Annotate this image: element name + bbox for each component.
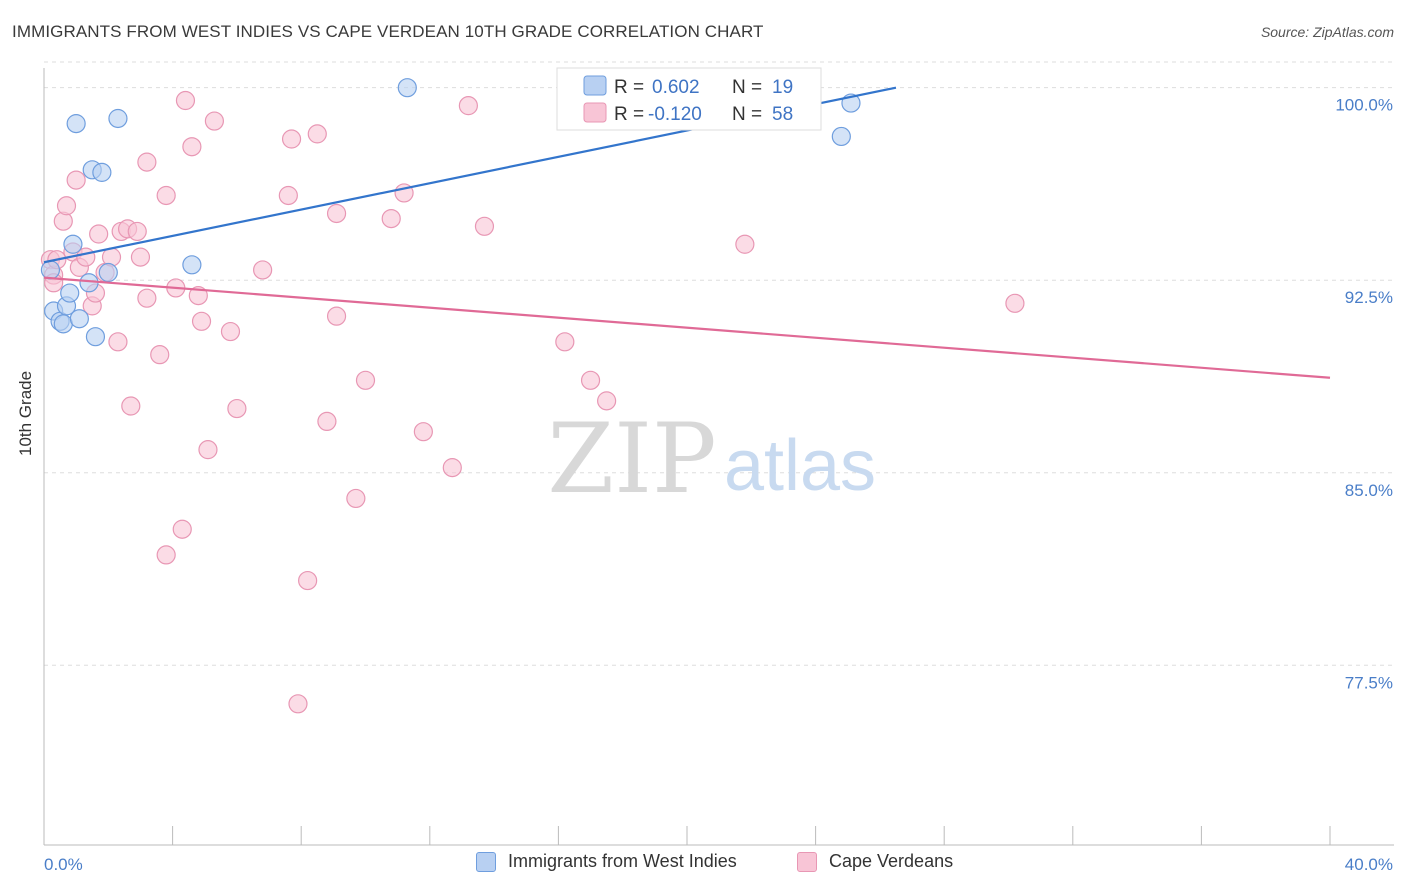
point-cape-verdeans-21 bbox=[137, 152, 157, 172]
point-cape-verdeans-4 bbox=[56, 196, 77, 216]
point-cape-verdeans-14 bbox=[108, 332, 128, 352]
point-west-indies-4 bbox=[60, 283, 80, 303]
stats-legend: R = 0.602 N = 19 R = -0.120 N = 58 bbox=[556, 67, 822, 131]
tick-labels: 77.5% 85.0% 92.5% 100.0% 0.0% 40.0% bbox=[44, 96, 1393, 874]
point-cape-verdeans-27 bbox=[182, 137, 202, 157]
legend-r-label-0: R = bbox=[614, 77, 644, 98]
point-west-indies-2 bbox=[53, 314, 73, 334]
trend-line-cape-verdeans bbox=[43, 276, 1331, 379]
legend-n-label-1: N = bbox=[732, 104, 762, 125]
axes bbox=[43, 68, 1394, 846]
point-cape-verdeans-38 bbox=[298, 570, 318, 591]
bottom-legend: Immigrants from West Indies Cape Verdean… bbox=[0, 851, 1406, 879]
point-cape-verdeans-33 bbox=[227, 398, 247, 419]
point-cape-verdeans-52 bbox=[580, 370, 601, 390]
legend-label-cape-verdeans: Cape Verdeans bbox=[829, 851, 954, 871]
legend-r-value-0: 0.602 bbox=[652, 77, 700, 98]
point-cape-verdeans-45 bbox=[381, 209, 401, 229]
point-cape-verdeans-32 bbox=[220, 321, 241, 342]
source-label: Source: ZipAtlas.com bbox=[1260, 24, 1394, 40]
point-cape-verdeans-53 bbox=[597, 391, 617, 411]
point-west-indies-7 bbox=[69, 309, 89, 329]
x-tick-label-0: 0.0% bbox=[44, 855, 83, 874]
point-cape-verdeans-35 bbox=[278, 185, 298, 206]
point-cape-verdeans-56 bbox=[156, 545, 176, 565]
point-west-indies-12 bbox=[98, 262, 118, 283]
point-west-indies-13 bbox=[108, 108, 128, 129]
point-cape-verdeans-20 bbox=[137, 288, 157, 308]
point-cape-verdeans-30 bbox=[198, 440, 218, 460]
watermark-atlas: atlas bbox=[724, 426, 876, 506]
watermark-zip: ZIP bbox=[547, 403, 716, 515]
legend-swatch-cape-verdeans bbox=[583, 102, 607, 123]
point-west-indies-6 bbox=[66, 114, 86, 134]
point-cape-verdeans-23 bbox=[156, 185, 176, 206]
point-cape-verdeans-39 bbox=[307, 124, 327, 144]
point-cape-verdeans-18 bbox=[127, 221, 147, 242]
point-west-indies-5 bbox=[63, 234, 83, 254]
point-cape-verdeans-54 bbox=[735, 234, 755, 254]
point-cape-verdeans-48 bbox=[442, 458, 462, 478]
point-west-indies-14 bbox=[182, 255, 202, 275]
point-cape-verdeans-47 bbox=[413, 422, 433, 442]
point-cape-verdeans-34 bbox=[253, 260, 273, 280]
point-cape-verdeans-44 bbox=[355, 370, 376, 390]
point-cape-verdeans-19 bbox=[130, 247, 151, 267]
point-cape-verdeans-37 bbox=[288, 694, 308, 714]
data-points bbox=[40, 78, 1025, 714]
watermark: ZIP atlas bbox=[547, 403, 876, 515]
legend-r-value-1: -0.120 bbox=[648, 104, 702, 125]
legend-item-west-indies[interactable]: Immigrants from West Indies bbox=[476, 851, 737, 872]
y-axis-label: 10th Grade bbox=[16, 370, 35, 456]
point-west-indies-8 bbox=[79, 273, 99, 293]
y-tick-label-2: 92.5% bbox=[1345, 288, 1393, 307]
point-cape-verdeans-41 bbox=[326, 203, 347, 224]
legend-swatch-west-indies bbox=[583, 75, 607, 96]
x-tick-label-1: 40.0% bbox=[1345, 855, 1393, 874]
point-cape-verdeans-6 bbox=[66, 170, 86, 190]
legend-item-cape-verdeans[interactable]: Cape Verdeans bbox=[797, 851, 953, 872]
point-cape-verdeans-51 bbox=[555, 332, 575, 352]
y-tick-label-3: 100.0% bbox=[1335, 96, 1393, 115]
point-cape-verdeans-22 bbox=[150, 345, 170, 365]
legend-n-value-0: 19 bbox=[772, 77, 793, 98]
point-west-indies-15 bbox=[397, 78, 417, 98]
legend-swatch-cape-verdeans-bottom bbox=[797, 851, 817, 872]
point-cape-verdeans-29 bbox=[191, 311, 212, 331]
point-west-indies-10 bbox=[85, 327, 106, 347]
point-west-indies-11 bbox=[92, 162, 112, 182]
y-tick-label-0: 77.5% bbox=[1345, 673, 1393, 692]
legend-swatch-west-indies-bottom bbox=[476, 851, 496, 872]
point-cape-verdeans-42 bbox=[326, 306, 347, 326]
point-west-indies-18 bbox=[40, 260, 61, 280]
point-cape-verdeans-55 bbox=[1005, 293, 1025, 313]
point-cape-verdeans-43 bbox=[346, 488, 366, 509]
point-cape-verdeans-50 bbox=[474, 216, 495, 236]
legend-r-label-1: R = bbox=[614, 104, 644, 125]
point-cape-verdeans-31 bbox=[204, 111, 224, 131]
point-cape-verdeans-40 bbox=[317, 411, 337, 432]
point-cape-verdeans-3 bbox=[53, 211, 73, 231]
gridlines bbox=[44, 61, 1394, 666]
chart-title: IMMIGRANTS FROM WEST INDIES VS CAPE VERD… bbox=[12, 22, 764, 41]
point-cape-verdeans-49 bbox=[458, 96, 478, 116]
point-cape-verdeans-11 bbox=[89, 224, 109, 244]
point-west-indies-16 bbox=[831, 126, 851, 147]
y-tick-label-1: 85.0% bbox=[1345, 481, 1393, 500]
legend-n-label-0: N = bbox=[732, 77, 762, 98]
point-cape-verdeans-26 bbox=[175, 90, 196, 111]
legend-n-value-1: 58 bbox=[772, 104, 793, 125]
point-cape-verdeans-36 bbox=[281, 129, 302, 149]
legend-label-west-indies: Immigrants from West Indies bbox=[508, 851, 737, 871]
point-cape-verdeans-28 bbox=[188, 286, 208, 306]
point-cape-verdeans-25 bbox=[172, 519, 192, 539]
point-cape-verdeans-17 bbox=[121, 396, 141, 416]
